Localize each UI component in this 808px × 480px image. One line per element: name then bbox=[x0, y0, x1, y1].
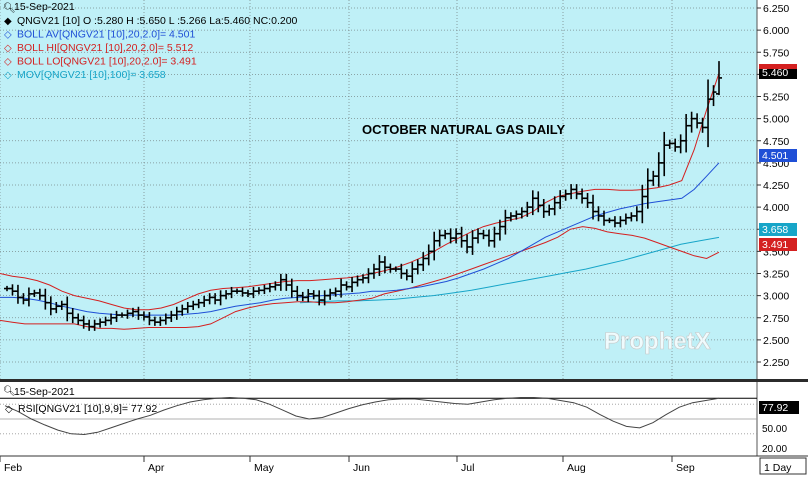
bollinger-upper-line bbox=[0, 73, 720, 311]
watermark-logo: ProphetX bbox=[604, 328, 711, 355]
bollinger-lower-line bbox=[0, 226, 720, 330]
price-tick-label: 2.750 bbox=[763, 313, 789, 325]
rsi-diamond-icon: ◇ bbox=[5, 404, 13, 415]
price-tick-label: 3.250 bbox=[763, 269, 789, 281]
rsi-grid bbox=[0, 397, 757, 435]
month-label: May bbox=[254, 462, 275, 474]
price-tick-label: 2.250 bbox=[763, 357, 789, 369]
timeframe-label[interactable]: 1 Day bbox=[764, 462, 792, 474]
price-tag-bg bbox=[759, 223, 797, 236]
price-tag-bg bbox=[759, 238, 797, 251]
chart-title: OCTOBER NATURAL GAS DAILY bbox=[362, 122, 566, 137]
rsi-date: 15-Sep-2021 bbox=[14, 386, 75, 398]
price-tick-label: 3.000 bbox=[763, 291, 789, 303]
legend-entry: QNGV21 [10] O :5.280 H :5.650 L :5.266 L… bbox=[17, 15, 298, 27]
header-date: 15-Sep-2021 bbox=[14, 1, 75, 13]
price-tag: 5.460 bbox=[762, 67, 788, 79]
price-tick-label: 6.250 bbox=[763, 3, 789, 15]
price-axis-background bbox=[757, 0, 808, 379]
diamond-outline-icon: ◇ bbox=[4, 57, 12, 68]
legend-entry: BOLL LO[QNGV21 [10],20,2.0]= 3.491 bbox=[17, 56, 197, 68]
price-tick-label: 5.750 bbox=[763, 47, 789, 59]
month-label: Jun bbox=[353, 462, 370, 474]
price-tick-label: 5.000 bbox=[763, 114, 789, 126]
diamond-filled-icon: ◆ bbox=[4, 16, 12, 27]
month-label: Jul bbox=[461, 462, 474, 474]
legend-entry: BOLL HI[QNGV21 [10],20,2.0]= 5.512 bbox=[17, 42, 193, 54]
legend-entry: MOV[QNGV21 [10],100]= 3.658 bbox=[17, 69, 166, 81]
diamond-outline-icon: ◇ bbox=[4, 70, 12, 81]
time-axis-background bbox=[0, 456, 808, 475]
rsi-value-tag-bg bbox=[759, 401, 799, 414]
diamond-outline-icon: ◇ bbox=[4, 30, 12, 41]
rsi-value-tag: 77.92 bbox=[762, 402, 788, 414]
legend: ◆ QNGV21 [10] O :5.280 H :5.650 L :5.266 … bbox=[4, 15, 298, 81]
timeframe-box[interactable] bbox=[759, 457, 807, 475]
month-label: Sep bbox=[676, 462, 695, 474]
ohlc-bars bbox=[4, 61, 722, 331]
month-label: Apr bbox=[148, 462, 165, 474]
ma100-line bbox=[299, 236, 720, 304]
month-grid bbox=[0, 0, 673, 379]
price-tag: 4.501 bbox=[762, 150, 788, 162]
rsi-magnifier-icon[interactable]: 🔍︎ bbox=[3, 385, 16, 397]
price-tick-label: 4.000 bbox=[763, 202, 789, 214]
price-tick-label: 2.500 bbox=[763, 335, 789, 347]
price-tag-bg bbox=[759, 149, 797, 162]
magnifier-icon[interactable]: 🔍︎ bbox=[3, 2, 16, 14]
price-tag: 3.491 bbox=[762, 239, 788, 251]
price-tick-label: 6.000 bbox=[763, 25, 789, 37]
price-tick-label: 4.750 bbox=[763, 136, 789, 148]
legend-entry: BOLL AV[QNGV21 [10],20,2.0]= 4.501 bbox=[17, 29, 195, 41]
rsi-legend: RSI[QNGV21 [10],9,9]= 77.92 bbox=[18, 403, 157, 415]
diamond-outline-icon: ◇ bbox=[4, 43, 12, 54]
month-label: Feb bbox=[4, 462, 22, 474]
time-axis: Feb Apr May Jun Jul Aug Sep bbox=[0, 456, 695, 474]
price-tags: 5.460 4.501 3.658 3.491 bbox=[759, 64, 797, 251]
panel-separator[interactable] bbox=[0, 379, 808, 382]
month-label: Aug bbox=[567, 462, 586, 474]
ma100-series bbox=[299, 236, 720, 304]
rsi-axis-label-50: 50.00 bbox=[762, 424, 787, 435]
boll-high-tag bbox=[759, 64, 797, 69]
price-tag-bg bbox=[759, 66, 797, 79]
price-tick-label: 4.250 bbox=[763, 180, 789, 192]
price-grid bbox=[0, 7, 757, 363]
rsi-line bbox=[4, 396, 720, 436]
rsi-axis-label-20: 20.00 bbox=[762, 444, 787, 455]
price-tick-label: 5.250 bbox=[763, 92, 789, 104]
price-tag: 3.658 bbox=[762, 224, 788, 236]
